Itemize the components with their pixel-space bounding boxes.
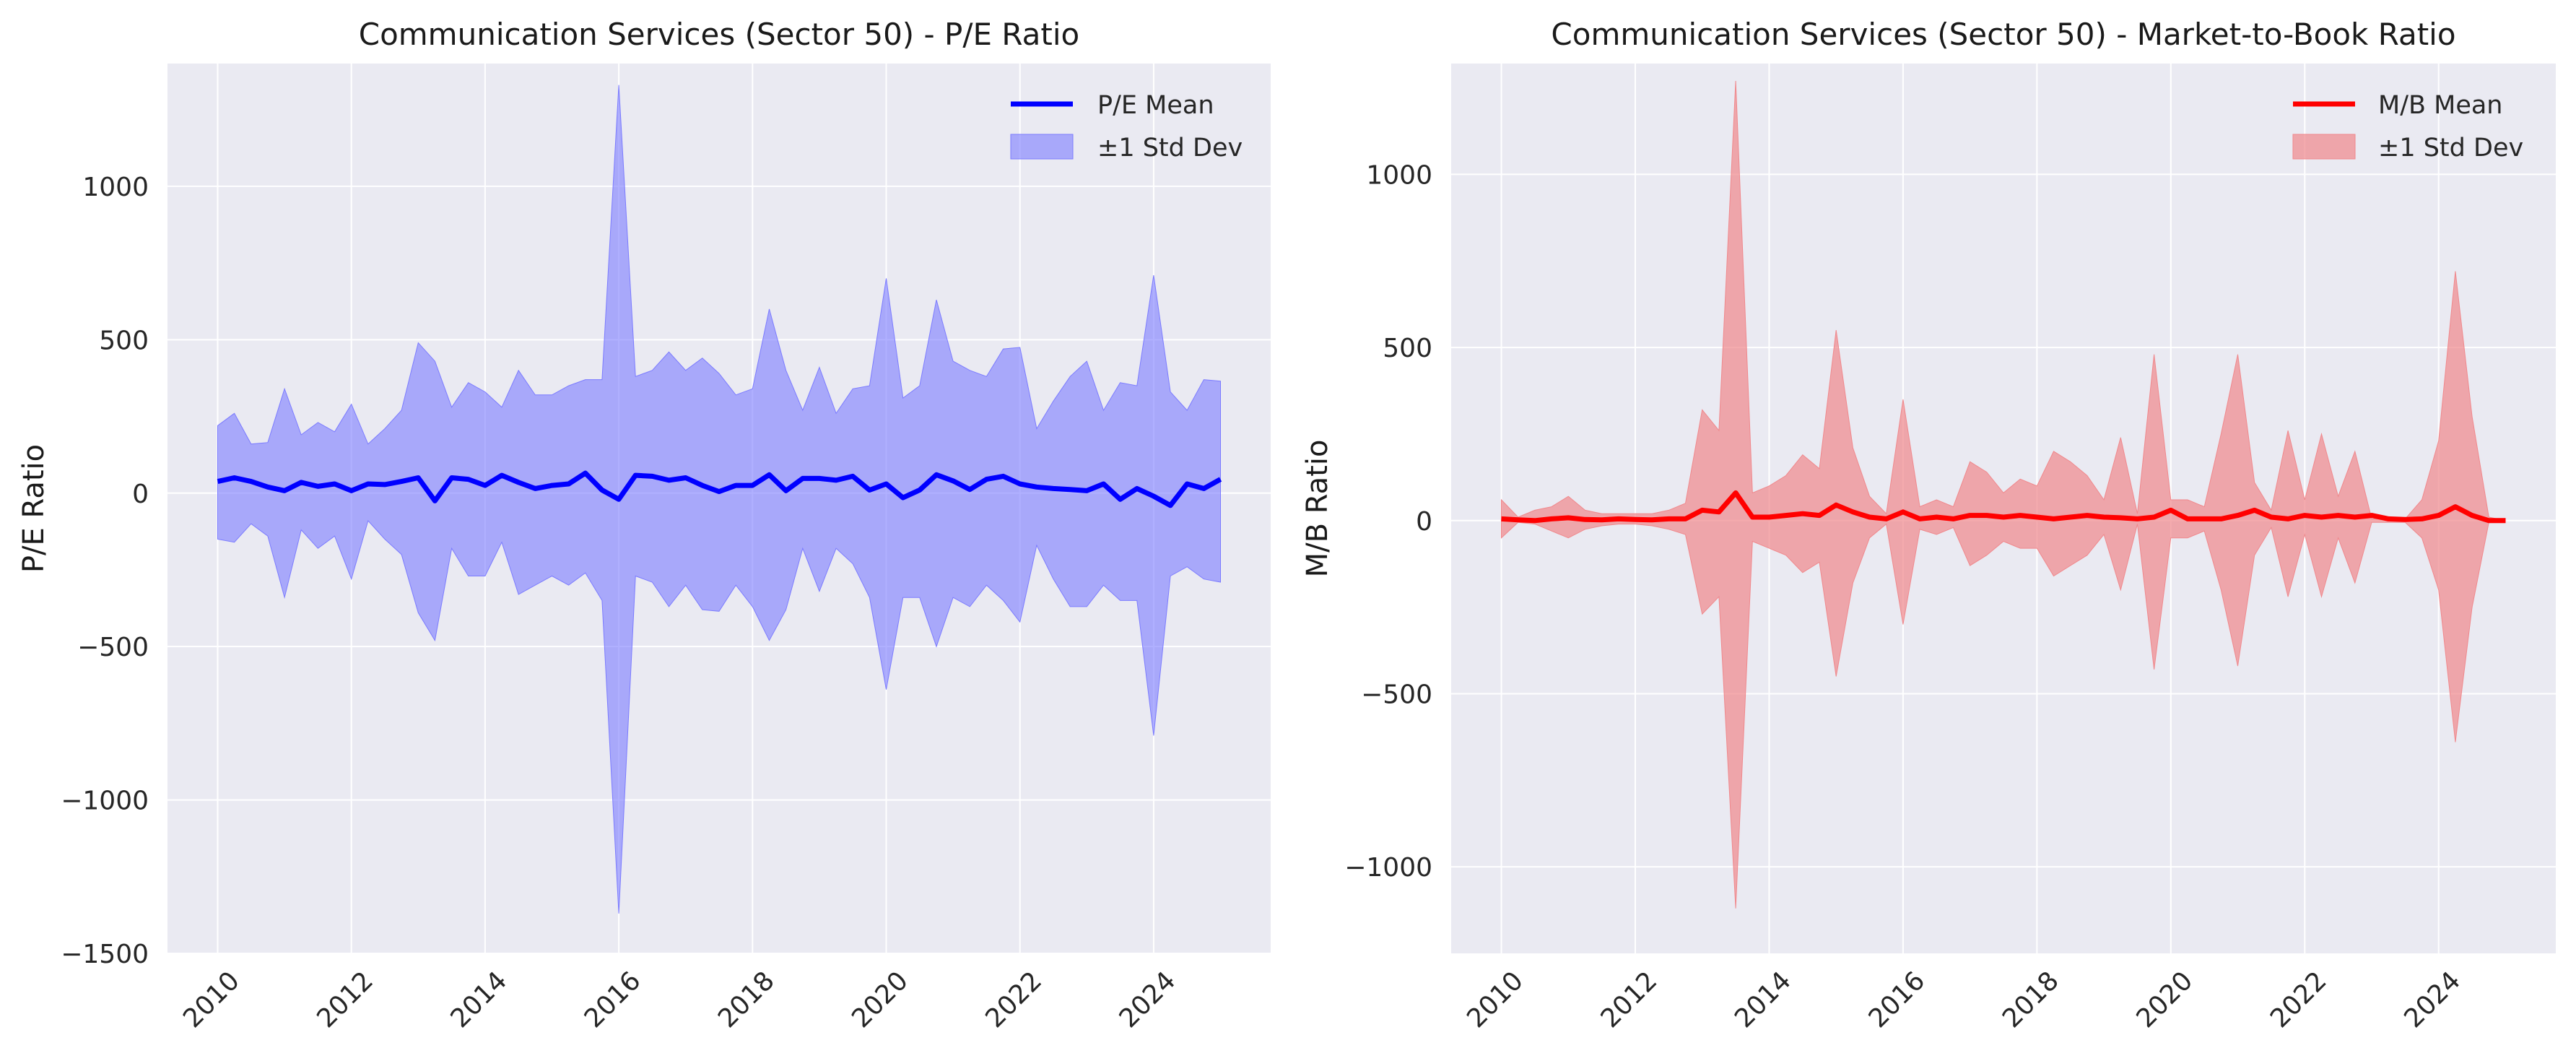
legend-label-band: ±1 Std Dev — [2378, 134, 2523, 163]
legend-band-swatch — [2292, 134, 2356, 160]
y-tick-label: 1000 — [1366, 160, 1432, 190]
legend: P/E Mean ±1 Std Dev — [1010, 91, 1243, 163]
y-tick-label: 500 — [99, 326, 149, 355]
y-axis-label: P/E Ratio — [17, 444, 51, 573]
y-axis-label: M/B Ratio — [1301, 440, 1334, 578]
y-tick-label: −500 — [77, 633, 149, 662]
y-tick-label: 500 — [1383, 334, 1432, 363]
legend-label-mean: P/E Mean — [1097, 91, 1214, 120]
y-tick-label: −500 — [1361, 680, 1432, 709]
legend-band-swatch — [1010, 134, 1074, 160]
mean-line-path — [217, 470, 1222, 508]
chart-title: Communication Services (Sector 50) - Mar… — [1551, 17, 2455, 52]
mean-line — [217, 470, 1222, 508]
legend: M/B Mean ±1 Std Dev — [2292, 91, 2523, 163]
y-tick-label: −1500 — [61, 940, 149, 969]
std-dev-band — [217, 85, 1221, 914]
legend-label-band: ±1 Std Dev — [1097, 134, 1243, 163]
mean-line — [1501, 490, 2506, 524]
y-tick-label: −1000 — [61, 787, 149, 816]
mean-line-path — [1501, 490, 2506, 524]
y-tick-label: 0 — [1416, 507, 1432, 537]
y-tick-label: 1000 — [82, 173, 149, 202]
pe-ratio-panel: 2010 2012 2014 2016 2018 2020 2022 2024 −1500−1… — [17, 17, 1271, 1034]
y-tick-labels: −1500 −1000 −500 0 500 1000 — [61, 173, 149, 969]
chart-title: Communication Services (Sector 50) - P/E… — [359, 17, 1079, 52]
y-tick-labels: −1000 −500 0 500 1000 — [1344, 160, 1432, 883]
y-tick-label: 0 — [132, 480, 149, 509]
legend-label-mean: M/B Mean — [2378, 91, 2503, 120]
std-dev-band-area — [217, 85, 1221, 914]
mb-ratio-panel: 2010 2012 2014 2016 2018 2020 2022 2024 −1000−5… — [1301, 17, 2556, 1034]
y-tick-label: −1000 — [1344, 853, 1432, 883]
